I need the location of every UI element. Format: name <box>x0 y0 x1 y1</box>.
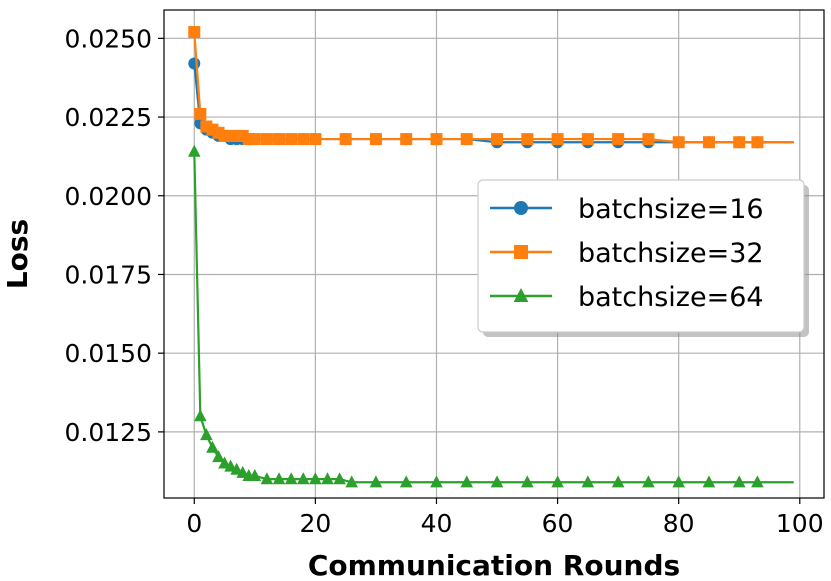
legend-box <box>477 179 805 333</box>
y-tick-label: 0.0125 <box>65 418 152 447</box>
series-3-point <box>521 475 534 488</box>
series-1-point <box>188 57 201 70</box>
series-3-point <box>206 440 219 453</box>
series-1-line <box>193 63 794 144</box>
x-tick-label: 40 <box>421 509 453 538</box>
series-2-point <box>581 133 594 146</box>
series-3-point <box>551 475 564 488</box>
series-3-point <box>490 475 504 488</box>
series-3-point <box>272 472 286 485</box>
x-tick-label: 100 <box>776 509 824 538</box>
legend-label: batchsize=16 <box>578 194 764 225</box>
series-2-point <box>672 136 685 149</box>
legend-label: batchsize=64 <box>578 282 764 313</box>
legend-entry-1: batchsize=16 <box>490 194 764 225</box>
series-3-point <box>642 475 655 488</box>
series-3-point <box>702 475 716 488</box>
ticks: 0 20 40 60 80 100 0.0125 0.0150 0.0175 0.0200 0.02… <box>65 24 824 538</box>
series-2-point <box>188 26 201 39</box>
series-2-point <box>248 133 261 146</box>
y-tick-label: 0.0250 <box>65 24 152 53</box>
series-3-point <box>194 409 207 422</box>
series-2-point <box>260 133 273 146</box>
series-2-point <box>273 133 286 146</box>
series-3-point <box>284 472 298 485</box>
series-3-point <box>309 472 322 485</box>
legend-marker <box>513 287 529 302</box>
legend-marker <box>514 201 528 215</box>
plot-frame <box>163 9 825 499</box>
series-2-point <box>733 136 746 149</box>
x-tick-label: 80 <box>663 509 695 538</box>
series-2-line <box>193 31 794 144</box>
x-tick-label: 20 <box>299 509 331 538</box>
series-3-point <box>187 144 201 157</box>
series-2-point <box>194 107 207 120</box>
series-2-point <box>491 133 504 146</box>
series-2-point <box>297 133 310 146</box>
y-tick-label: 0.0225 <box>65 103 152 132</box>
series-3-point <box>333 472 346 485</box>
series-2-point <box>400 133 413 146</box>
series-2-point <box>206 123 219 136</box>
series-3-point <box>611 475 625 488</box>
legend: batchsize=16 batchsize=32 batchsize=64 <box>477 179 809 337</box>
series-3-point <box>369 475 383 488</box>
series-2-point <box>369 133 382 146</box>
series-3 <box>187 144 794 488</box>
series-3-point <box>260 472 274 485</box>
legend-marker <box>514 245 528 259</box>
series-2-point <box>702 136 715 149</box>
series-3-point <box>581 475 595 488</box>
series-2-point <box>285 133 298 146</box>
series-3-point <box>460 475 474 488</box>
y-tick-label: 0.0200 <box>65 182 152 211</box>
series-3-point <box>732 475 746 488</box>
series-2-point <box>751 136 764 149</box>
series-2-point <box>642 133 655 146</box>
series-3-point <box>248 469 262 482</box>
series-3-point <box>212 450 225 463</box>
series-2-point <box>339 133 352 146</box>
x-tick-label: 0 <box>186 509 202 538</box>
series-3-point <box>751 475 764 488</box>
series-layer <box>187 26 794 488</box>
series-3-point <box>399 475 413 488</box>
series-3-point <box>430 475 443 488</box>
series-3-point <box>200 428 213 441</box>
series-2-point <box>612 133 625 146</box>
y-tick-label: 0.0175 <box>65 260 152 289</box>
series-2-point <box>521 133 534 146</box>
y-axis-title: Loss <box>1 219 34 289</box>
y-tick-label: 0.0150 <box>65 339 152 368</box>
series-2-point <box>460 133 473 146</box>
series-2-point <box>551 133 564 146</box>
series-2 <box>188 26 794 149</box>
x-axis-title: Communication Rounds <box>308 549 680 581</box>
series-3-point <box>672 475 685 488</box>
series-3-point <box>296 472 310 485</box>
legend-entry-2: batchsize=32 <box>490 238 764 269</box>
legend-entry-3: batchsize=64 <box>490 282 764 313</box>
series-3-point <box>321 472 334 485</box>
legend-label: batchsize=32 <box>578 238 764 269</box>
x-tick-label: 60 <box>542 509 574 538</box>
series-2-point <box>309 133 322 146</box>
series-2-point <box>430 133 443 146</box>
series-3-point <box>345 475 359 488</box>
